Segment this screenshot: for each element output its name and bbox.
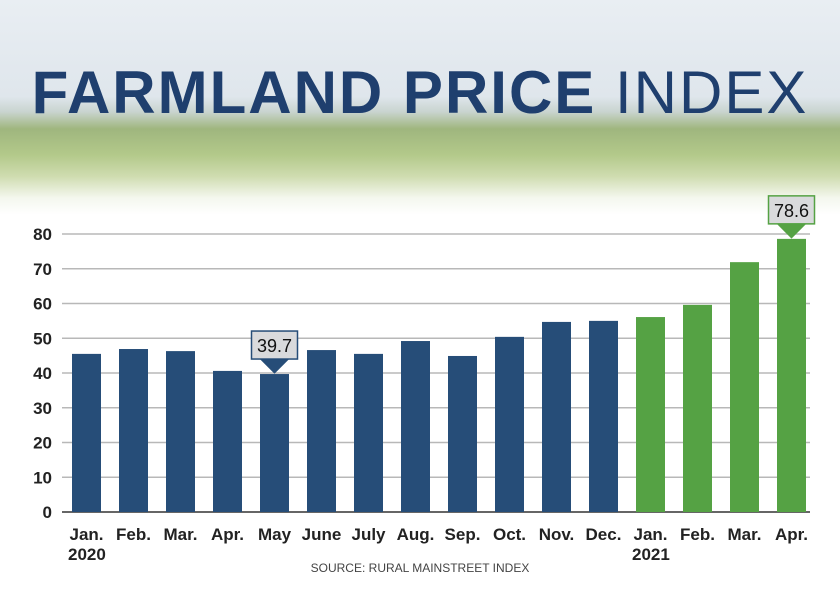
callout-box bbox=[767, 195, 816, 225]
bar bbox=[730, 262, 759, 512]
farmland-header-image bbox=[0, 0, 840, 215]
x-tick-label: Mar. bbox=[163, 525, 197, 544]
callout-label: 39.7 bbox=[257, 336, 292, 356]
bar bbox=[542, 321, 571, 512]
bar bbox=[213, 370, 242, 512]
bar bbox=[260, 374, 289, 512]
x-tick-label: July bbox=[351, 525, 386, 544]
x-tick-label: Jan. bbox=[633, 525, 667, 544]
x-tick-label: Feb. bbox=[680, 525, 715, 544]
x-tick-label: Feb. bbox=[116, 525, 151, 544]
bar bbox=[495, 336, 524, 512]
bar bbox=[636, 317, 665, 512]
x-tick-label: Dec. bbox=[586, 525, 622, 544]
x-tick-label: Apr. bbox=[211, 525, 244, 544]
bar bbox=[166, 351, 195, 512]
callout-pointer bbox=[776, 223, 807, 239]
y-tick-label: 70 bbox=[33, 260, 52, 279]
x-tick-label: Sep. bbox=[445, 525, 481, 544]
callout-label: 78.6 bbox=[774, 201, 809, 221]
bar bbox=[448, 355, 477, 512]
chart-title: FARMLAND PRICE INDEX bbox=[31, 59, 809, 126]
y-tick-label: 60 bbox=[33, 295, 52, 314]
y-tick-label: 10 bbox=[33, 468, 52, 487]
source-note: SOURCE: RURAL MAINSTREET INDEX bbox=[310, 561, 530, 575]
x-tick-label: Oct. bbox=[493, 525, 526, 544]
bar bbox=[777, 238, 806, 513]
y-tick-label: 20 bbox=[33, 434, 52, 453]
x-tick-label: Jan. bbox=[69, 525, 103, 544]
x-tick-label: Apr. bbox=[775, 525, 808, 544]
x-tick-label: Nov. bbox=[539, 525, 575, 544]
year-label: 2020 bbox=[68, 545, 106, 564]
callout-box bbox=[250, 330, 299, 360]
y-tick-label: 0 bbox=[43, 503, 52, 522]
bar bbox=[683, 304, 712, 512]
x-tick-label: Mar. bbox=[727, 525, 761, 544]
bar bbox=[589, 320, 618, 512]
y-tick-label: 80 bbox=[33, 225, 52, 244]
bar bbox=[307, 350, 336, 512]
y-tick-label: 30 bbox=[33, 399, 52, 418]
bar bbox=[401, 341, 430, 512]
bar bbox=[119, 349, 148, 512]
x-tick-label: June bbox=[302, 525, 342, 544]
y-tick-label: 40 bbox=[33, 364, 52, 383]
y-tick-label: 50 bbox=[33, 329, 52, 348]
x-tick-label: Aug. bbox=[397, 525, 435, 544]
callout-pointer bbox=[259, 358, 290, 374]
year-label: 2021 bbox=[632, 545, 670, 564]
x-tick-label: May bbox=[258, 525, 292, 544]
bar bbox=[354, 353, 383, 512]
bar bbox=[72, 353, 101, 512]
